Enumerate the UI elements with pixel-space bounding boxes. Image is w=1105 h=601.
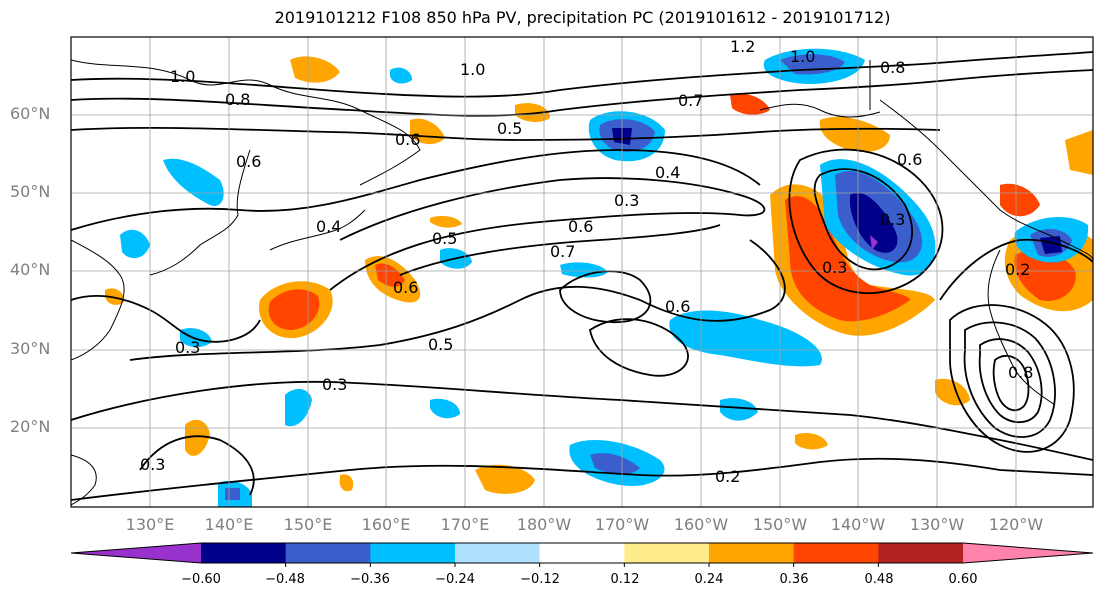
contour-labels: 1.0 1.0 1.2 1.0 0.8 0.8 0.5 0.7 0.6 0.6 …: [140, 37, 1033, 486]
contour-label: 0.8: [225, 90, 250, 109]
colorbar-segment: [455, 543, 541, 563]
colorbar-segment: [878, 543, 964, 563]
graticule: [71, 37, 1093, 507]
colorbar-tick: −0.12: [520, 572, 560, 587]
coastlines: [71, 59, 1093, 506]
lon-label: 150°W: [752, 515, 808, 534]
colorbar-tick: 0.60: [948, 572, 978, 587]
colorbar-segment: [709, 543, 795, 563]
lat-label: 40°N: [10, 260, 51, 279]
colorbar-segment: [71, 543, 201, 563]
contour-label: 0.8: [1008, 363, 1033, 382]
pv-contours: [71, 51, 1093, 501]
contour-label: 0.8: [880, 58, 905, 77]
lat-label: 50°N: [10, 182, 51, 201]
precip-shading: [105, 48, 1093, 507]
lon-label: 140°E: [204, 515, 254, 534]
contour-label: 1.0: [460, 60, 485, 79]
contour-label: 0.6: [393, 278, 418, 297]
colorbar-segment: [201, 543, 287, 563]
contour-label: 0.5: [432, 229, 457, 248]
colorbar-segment: [539, 543, 625, 563]
colorbar-tick: −0.48: [265, 572, 305, 587]
colorbar-tick: 0.12: [610, 572, 640, 587]
map-frame: [70, 36, 1094, 508]
colorbar-segment: [370, 543, 456, 563]
colorbar-segment: [963, 543, 1093, 563]
colorbar-tick: 0.48: [864, 572, 894, 587]
contour-label: 0.7: [678, 91, 703, 110]
colorbar-segment: [624, 543, 710, 563]
colorbar: [70, 542, 1094, 567]
colorbar-tick: −0.60: [181, 572, 221, 587]
contour-label: 0.3: [614, 191, 639, 210]
contour-label: 0.2: [715, 467, 740, 486]
contour-label: 0.5: [497, 119, 522, 138]
lat-label: 60°N: [10, 104, 51, 123]
lon-label: 180°W: [516, 515, 572, 534]
contour-label: 0.4: [655, 163, 680, 182]
contour-label: 0.4: [316, 217, 341, 236]
lon-label: 170°E: [440, 515, 490, 534]
lon-label: 120°W: [988, 515, 1044, 534]
contour-label: 1.0: [170, 67, 195, 86]
lat-label: 30°N: [10, 339, 51, 358]
map-title: 2019101212 F108 850 hPa PV, precipitatio…: [274, 8, 891, 27]
colorbar-segment: [793, 543, 879, 563]
contour-label: 0.3: [140, 455, 165, 474]
contour-label: 0.3: [822, 258, 847, 277]
lon-label: 140°W: [830, 515, 886, 534]
contour-label: 1.2: [730, 37, 755, 56]
contour-label: 0.3: [175, 338, 200, 357]
colorbar-tick: −0.24: [435, 572, 475, 587]
contour-label: 0.2: [1005, 260, 1030, 279]
contour-label: 0.3: [880, 210, 905, 229]
lon-label: 130°W: [909, 515, 965, 534]
colorbar-tick: −0.36: [350, 572, 390, 587]
contour-label: 0.6: [665, 297, 690, 316]
contour-label: 0.6: [236, 152, 261, 171]
contour-label: 0.3: [322, 375, 347, 394]
contour-label: 0.6: [395, 130, 420, 149]
colorbar-tick: 0.36: [779, 572, 809, 587]
contour-label: 0.5: [428, 335, 453, 354]
lat-label: 20°N: [10, 417, 51, 436]
lon-label: 160°W: [673, 515, 729, 534]
colorbar-tick: 0.24: [694, 572, 724, 587]
lon-label: 160°E: [361, 515, 411, 534]
colorbar-segment: [285, 543, 371, 563]
lon-label: 170°W: [594, 515, 650, 534]
lon-label: 150°E: [283, 515, 333, 534]
lon-label: 130°E: [125, 515, 175, 534]
contour-label: 0.6: [897, 150, 922, 169]
contour-label: 0.6: [568, 217, 593, 236]
colorbar-outline: [70, 542, 1094, 564]
contour-label: 1.0: [790, 47, 815, 66]
contour-label: 0.7: [550, 242, 575, 261]
